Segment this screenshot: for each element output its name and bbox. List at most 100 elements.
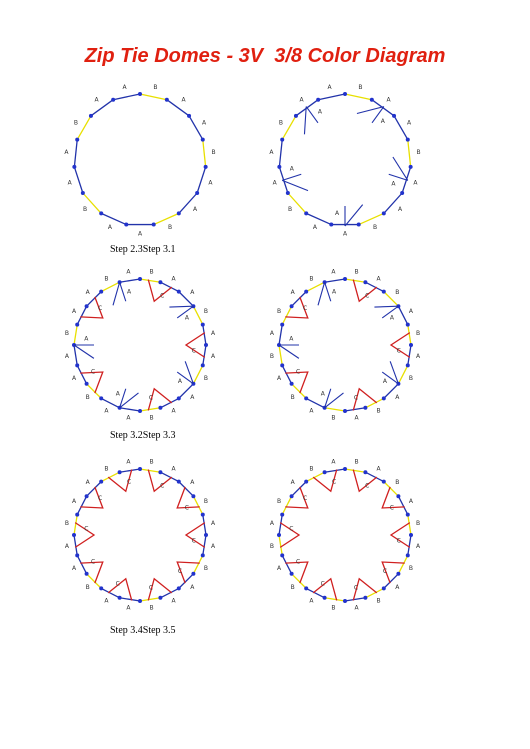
node (363, 280, 368, 285)
edge-label: B (277, 308, 281, 315)
spoke (324, 282, 332, 302)
edge-label: B (331, 605, 335, 612)
inner-label: C (390, 505, 394, 512)
node (343, 277, 347, 281)
edge (76, 365, 88, 385)
node (289, 494, 294, 499)
spoke (303, 106, 307, 135)
edge (407, 534, 412, 556)
node (111, 97, 116, 102)
edge-label: A (190, 394, 195, 401)
edge-label: A (416, 543, 421, 550)
edge-label: A (277, 565, 282, 572)
edge (365, 397, 385, 409)
edge (178, 481, 194, 497)
node (343, 599, 347, 603)
edge (278, 324, 283, 346)
node (405, 322, 410, 327)
node (117, 470, 122, 475)
edge (324, 597, 346, 602)
edge (344, 468, 366, 473)
inner-v (147, 577, 173, 601)
spoke (388, 173, 408, 181)
edge-label: B (417, 149, 421, 156)
edge (291, 383, 307, 399)
node (200, 512, 205, 517)
edge (76, 555, 88, 575)
spoke (112, 282, 121, 306)
edge (86, 291, 102, 307)
edge (202, 534, 207, 556)
edge (397, 305, 409, 325)
node (392, 113, 397, 118)
node (164, 97, 169, 102)
edge (407, 324, 412, 346)
inner-label: C (160, 292, 164, 299)
inner-v (80, 486, 104, 509)
edge (383, 573, 399, 589)
node (151, 222, 156, 227)
edge-label: B (104, 276, 108, 283)
spoke (317, 282, 326, 306)
inner-label: C (91, 368, 95, 375)
edge (365, 281, 385, 293)
edge (192, 305, 204, 325)
edge (90, 99, 114, 117)
title: Zip Tie Domes - 3V 3/8 Color Diagram (84, 45, 446, 67)
edge-label: B (355, 458, 359, 465)
node (304, 586, 309, 591)
node (204, 343, 208, 347)
node (381, 479, 386, 484)
inner-v (389, 332, 411, 358)
node (381, 289, 386, 294)
node (117, 595, 122, 600)
node (280, 512, 285, 517)
node (322, 470, 327, 475)
node (75, 512, 80, 517)
node (191, 494, 196, 499)
spoke (381, 305, 399, 319)
inner-label: C (321, 581, 325, 588)
edge (160, 471, 180, 483)
inner-label: C (185, 505, 189, 512)
node (176, 479, 181, 484)
node (405, 553, 410, 558)
inner-v (352, 469, 378, 493)
edge (73, 166, 84, 194)
node (158, 280, 163, 285)
node (363, 470, 368, 475)
edge (281, 305, 293, 325)
node (158, 595, 163, 600)
edge-label: A (409, 308, 414, 315)
inner-v (80, 371, 104, 394)
inner-v (74, 522, 96, 548)
edge (86, 573, 102, 589)
edge-label: A (309, 407, 314, 414)
inner-label: A (127, 289, 132, 296)
edge (160, 281, 180, 293)
edge-label: A (211, 330, 216, 337)
node (158, 470, 163, 475)
inner-label: C (149, 394, 153, 401)
edge (100, 471, 120, 483)
edge-label: A (386, 97, 391, 104)
edge (139, 278, 161, 283)
edge (291, 573, 307, 589)
edge (278, 514, 283, 536)
edge (287, 192, 307, 214)
node (75, 553, 80, 558)
edge-label: A (208, 179, 213, 186)
node (381, 586, 386, 591)
edge-label: A (65, 353, 70, 360)
inner-label: C (354, 584, 358, 591)
node (195, 191, 200, 195)
inner-v (381, 561, 405, 584)
inner-label: C (91, 558, 95, 565)
inner-label: C (178, 568, 182, 575)
node (75, 137, 80, 142)
node (400, 191, 405, 195)
inner-label: A (390, 315, 395, 322)
edge-label: A (108, 224, 113, 231)
edge-label: B (65, 330, 69, 337)
